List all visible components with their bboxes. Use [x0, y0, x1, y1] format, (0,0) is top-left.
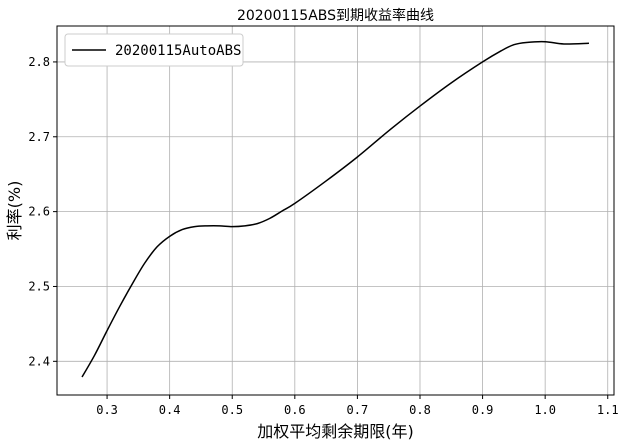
legend-box — [64, 33, 244, 67]
x-tick-label: 0.7 — [347, 403, 369, 417]
chart-title: 20200115ABS到期收益率曲线 — [237, 7, 434, 24]
legend-label: 20200115AutoABS — [115, 43, 241, 59]
x-tick-label: 1.0 — [534, 403, 556, 417]
x-tick-label: 1.1 — [597, 403, 619, 417]
legend: 20200115AutoABS — [64, 33, 244, 67]
x-tick-label: 0.6 — [284, 403, 306, 417]
x-tick-label: 0.3 — [96, 403, 118, 417]
y-axis-title: 利率(%) — [5, 181, 24, 241]
y-tick-label: 2.8 — [28, 55, 50, 69]
x-tick-label: 0.5 — [221, 403, 243, 417]
y-tick-label: 2.7 — [28, 130, 50, 144]
x-tick-label: 0.9 — [472, 403, 494, 417]
tick-layer: 0.3 0.4 0.5 0.6 0.7 0.8 0.9 1.0 1.1 2.4 2.5 2.6 2.7 2… — [28, 55, 618, 417]
series-layer — [81, 40, 589, 378]
series-line-0 — [81, 40, 589, 378]
x-axis-title: 加权平均剩余期限(年) — [257, 422, 414, 441]
y-tick-label: 2.4 — [28, 354, 50, 368]
x-tick-label: 0.4 — [159, 403, 181, 417]
grid-layer — [57, 26, 614, 395]
y-tick-label: 2.5 — [28, 279, 50, 293]
y-tick-label: 2.6 — [28, 205, 50, 219]
plot-frame — [56, 25, 615, 396]
x-tick-label: 0.8 — [409, 403, 431, 417]
